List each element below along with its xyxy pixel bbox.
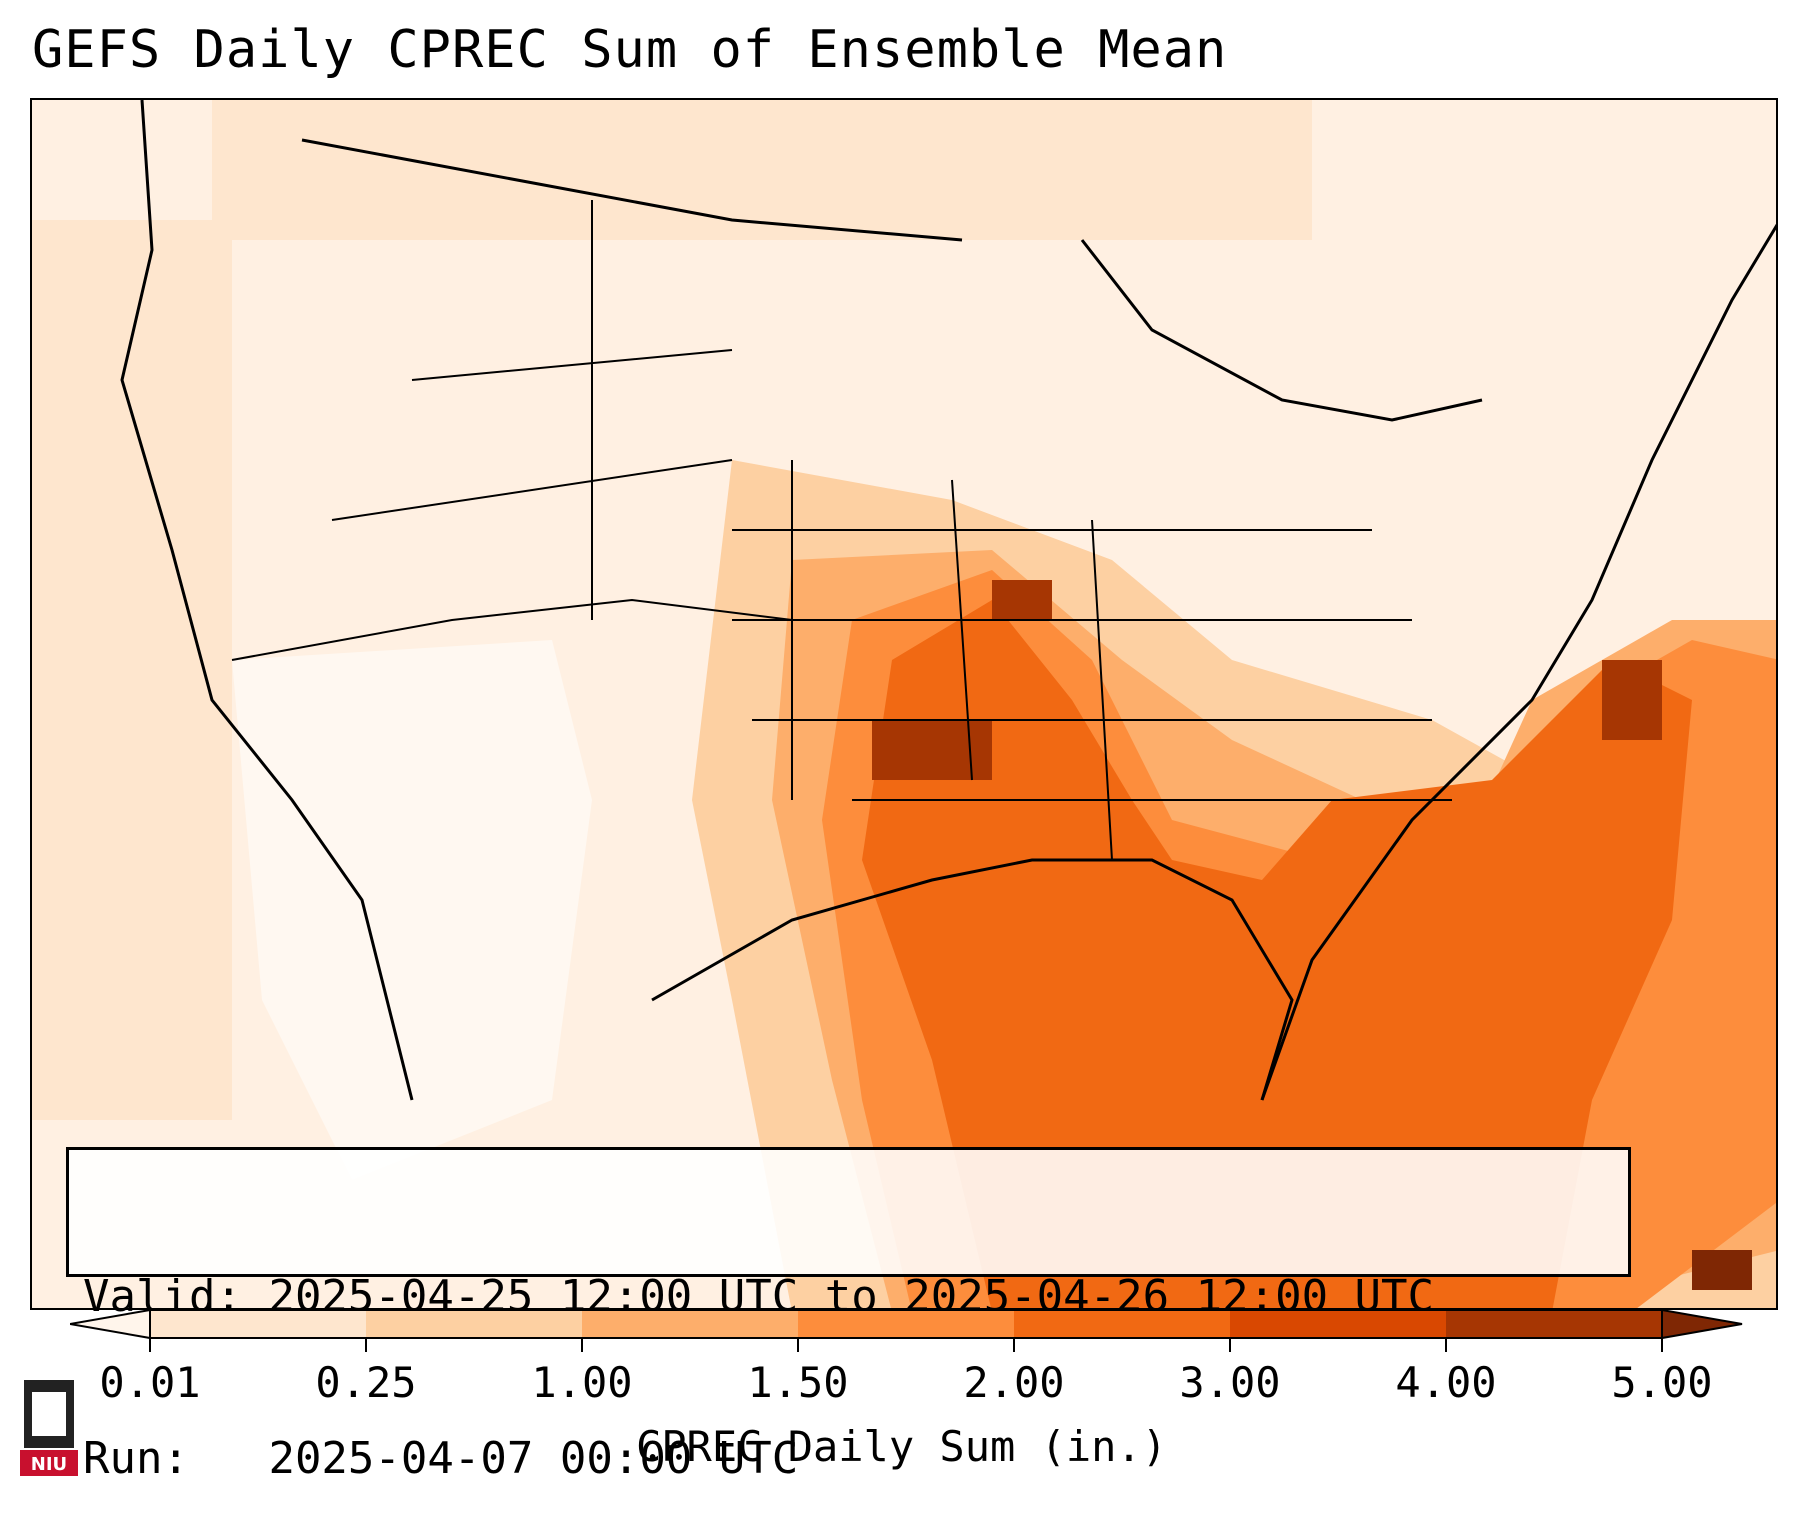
colorbar-tick-mark [1661,1338,1663,1352]
map-canvas [32,100,1776,1308]
colorbar-segment [582,1310,798,1338]
colorbar-tick-mark [1229,1338,1231,1352]
colorbar-extend-low [70,1310,151,1340]
canada-field [212,100,1312,240]
colorbar-tick-label: 5.00 [1611,1358,1713,1407]
colorbar-tick-mark [1013,1338,1015,1352]
niu-logo: NIU [20,1380,78,1476]
colorbar-tick-mark [1445,1338,1447,1352]
west-coastline [120,100,414,1101]
colorbar-tick-label: 0.01 [99,1358,201,1407]
colorbar-outline [149,1310,1663,1339]
colorbar [70,1310,1743,1340]
canada-border [301,138,963,242]
colorbar-tick-label: 1.00 [531,1358,633,1407]
state-lines [732,460,1452,861]
run-value: 2025-04-07 00:00 UTC [268,1433,799,1484]
colorbar-segment [150,1310,366,1338]
logo-badge [20,1450,78,1476]
state-lines-north [331,200,733,620]
run-label: Run: [83,1433,189,1484]
core-field [862,600,1692,1308]
state-line-west [231,598,793,661]
precipitation-map [30,98,1778,1310]
chart-title: GEFS Daily CPREC Sum of Ensemble Mean [32,20,1228,80]
logo-window [32,1392,66,1436]
logo-text: NIU [31,1454,67,1475]
iowa-max [992,580,1052,620]
colorbar-tick-label: 4.00 [1395,1358,1497,1407]
colorbar-segments [70,1310,1743,1340]
oklahoma-max [872,720,992,780]
colorbar-label: CPREC Daily Sum (in.) [635,1422,1167,1471]
colorbar-tick-label: 3.00 [1179,1358,1281,1407]
gulf-coastline [651,858,1294,1101]
colorbar-tick-label: 1.50 [747,1358,849,1407]
colorbar-tick-mark [797,1338,799,1352]
colorbar-tick-mark [149,1338,151,1352]
colorbar-tick-mark [365,1338,367,1352]
colorbar-segment [1230,1310,1446,1338]
colorbar-extend-high [1661,1310,1743,1340]
caribbean-max [1692,1250,1752,1290]
run-row: Run: 2025-04-07 00:00 UTC [83,1432,1628,1486]
valid-run-box: Valid: 2025-04-25 12:00 UTC to 2025-04-2… [66,1147,1631,1484]
southwest-dry-field [232,640,592,1180]
colorbar-segment [366,1310,582,1338]
great-lakes-border [1080,239,1483,422]
colorbar-segment [1446,1310,1662,1338]
colorbar-tick-label: 0.25 [315,1358,417,1407]
pacific-field [32,220,232,1120]
atlantic-max [1602,660,1662,740]
colorbar-tick-label: 2.00 [963,1358,1065,1407]
colorbar-segment [1014,1310,1230,1338]
colorbar-tick-mark [581,1338,583,1352]
colorbar-segment [798,1310,1014,1338]
east-coastline [1260,223,1776,1101]
